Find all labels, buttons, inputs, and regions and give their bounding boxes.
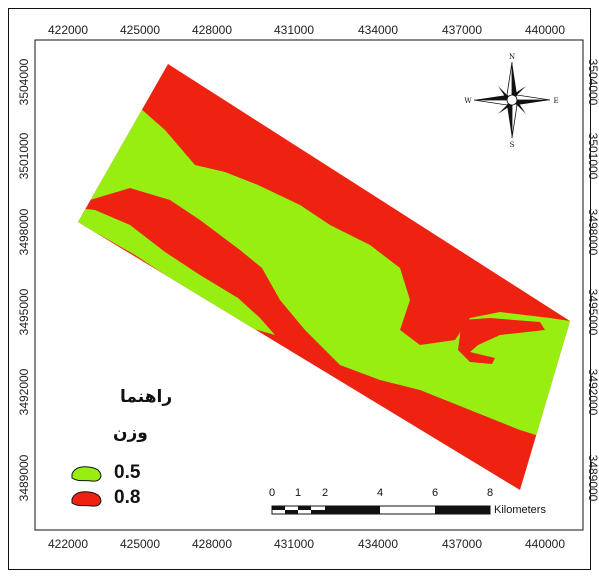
right-tick-label: 3495000 <box>586 289 599 336</box>
north-arrow-icon: N S E W <box>464 53 558 149</box>
scale-label: 4 <box>377 487 383 499</box>
left-tick-label: 3492000 <box>17 368 31 415</box>
bottom-tick-label: 437000 <box>442 537 482 551</box>
legend-swatch-low <box>71 466 102 482</box>
top-tick-label: 431000 <box>274 23 314 37</box>
legend-label-low: 0.5 <box>114 462 141 483</box>
right-tick-label: 3498000 <box>586 209 599 256</box>
right-tick-label: 3501000 <box>586 133 599 180</box>
bottom-tick-label: 440000 <box>525 537 565 551</box>
weight-raster <box>78 64 570 490</box>
scale-bar: 0 1 2 4 6 8 Kilometers <box>269 487 547 516</box>
bottom-tick-label: 425000 <box>120 537 160 551</box>
compass-south-label: S <box>510 141 515 149</box>
bottom-tick-label: 434000 <box>358 537 398 551</box>
scale-label: 1 <box>295 487 301 499</box>
right-tick-label: 3489000 <box>586 455 599 502</box>
top-tick-label: 422000 <box>48 23 88 37</box>
scale-label: 0 <box>269 487 275 499</box>
compass-north-label: N <box>509 53 515 61</box>
legend-label-high: 0.8 <box>114 487 140 508</box>
scale-label: 8 <box>487 487 493 499</box>
bottom-tick-label: 428000 <box>192 537 232 551</box>
scale-label: 2 <box>322 487 328 499</box>
top-tick-label: 425000 <box>120 23 160 37</box>
weight-zone-low-lower <box>78 208 275 335</box>
bottom-tick-label: 431000 <box>274 537 314 551</box>
bottom-axis: 422000 425000 428000 431000 434000 43700… <box>48 537 565 551</box>
left-tick-label: 3489000 <box>17 454 31 501</box>
left-tick-label: 3498000 <box>17 208 31 255</box>
right-tick-label: 3504000 <box>586 59 599 106</box>
scale-label: 6 <box>432 487 438 499</box>
top-tick-label: 440000 <box>525 23 565 37</box>
left-axis: 3504000 3501000 3498000 3495000 3492000 … <box>17 58 31 501</box>
scale-unit-label: Kilometers <box>494 504 546 516</box>
compass-east-label: E <box>553 97 558 105</box>
top-tick-label: 434000 <box>358 23 398 37</box>
top-tick-label: 437000 <box>442 23 482 37</box>
weight-zone-low <box>90 108 570 440</box>
legend: راهنما وزن 0.5 0.8 <box>71 387 172 508</box>
compass-west-label: W <box>464 97 472 105</box>
left-tick-label: 3504000 <box>17 58 31 105</box>
bottom-tick-label: 422000 <box>48 537 88 551</box>
legend-swatch-high <box>71 491 102 507</box>
right-axis: 3504000 3501000 3498000 3495000 3492000 … <box>586 59 599 502</box>
legend-subtitle: وزن <box>113 423 148 443</box>
left-tick-label: 3501000 <box>17 132 31 179</box>
legend-title: راهنما <box>120 387 172 407</box>
weight-zone-high-inclusion <box>458 318 545 364</box>
top-tick-label: 428000 <box>192 23 232 37</box>
right-tick-label: 3492000 <box>586 369 599 416</box>
top-axis: 422000 425000 428000 431000 434000 43700… <box>48 23 565 37</box>
left-tick-label: 3495000 <box>17 288 31 335</box>
